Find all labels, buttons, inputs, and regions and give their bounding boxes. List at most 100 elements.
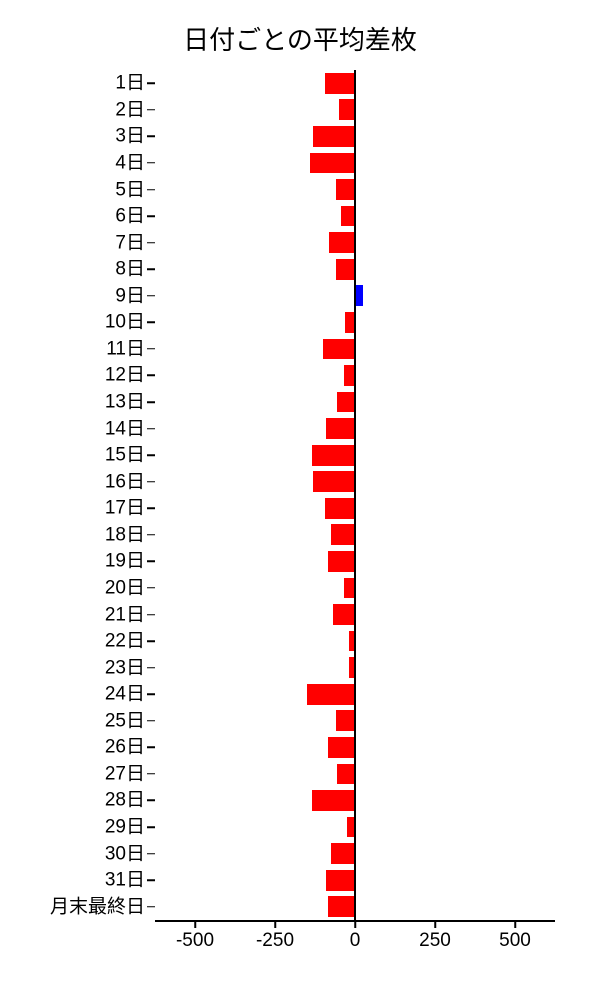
y-axis-tick [147, 826, 155, 828]
y-axis-label: 23日 [105, 658, 145, 677]
y-axis-label: 12日 [105, 366, 145, 385]
bar-negative [341, 206, 355, 227]
y-axis-tick [147, 242, 155, 244]
bar-negative [331, 524, 355, 545]
y-axis-label: 30日 [105, 844, 145, 863]
y-axis-label: 9日 [115, 286, 145, 305]
y-axis-label: 24日 [105, 685, 145, 704]
bar-negative [326, 418, 355, 439]
y-axis-tick [147, 800, 155, 802]
y-axis-label: 27日 [105, 764, 145, 783]
y-axis-label: 13日 [105, 393, 145, 412]
bar-negative [328, 551, 355, 572]
y-axis-label: 11日 [106, 339, 145, 358]
y-axis-label: 31日 [105, 871, 145, 890]
y-axis-label: 18日 [105, 525, 145, 544]
y-axis-tick [147, 162, 155, 164]
y-axis-tick [147, 348, 155, 350]
y-axis-label: 4日 [115, 153, 145, 172]
bar-negative [323, 339, 355, 360]
y-axis-label: 1日 [115, 74, 145, 93]
x-axis-label: 250 [419, 930, 451, 952]
bar-negative [336, 179, 355, 200]
y-axis-tick [147, 667, 155, 669]
y-axis-tick [147, 773, 155, 775]
x-axis-tick [194, 920, 196, 928]
y-axis-tick [147, 268, 155, 270]
y-axis-label: 21日 [105, 605, 145, 624]
y-axis-labels: 1日 2日 3日 4日 5日 6日 7日 8日 9日 10日 11日 12日 13日 14日 15日 16日 1… [0, 70, 145, 920]
bar-positive [355, 285, 363, 306]
bar-negative [328, 896, 355, 917]
y-axis-label: 6日 [115, 207, 145, 226]
chart-title: 日付ごとの平均差枚 [0, 0, 600, 67]
bar-negative [325, 498, 355, 519]
y-axis-tick [147, 693, 155, 695]
bar-negative [313, 471, 355, 492]
y-axis-label: 25日 [105, 711, 145, 730]
y-axis-tick [147, 561, 155, 563]
y-axis-tick [147, 508, 155, 510]
bar-negative [325, 73, 355, 94]
y-axis-label: 10日 [105, 313, 145, 332]
y-axis-tick [147, 295, 155, 297]
bar-negative [331, 843, 355, 864]
y-axis-label: 28日 [105, 791, 145, 810]
bar-negative [336, 710, 355, 731]
y-axis-label: 月末最終日 [50, 897, 145, 916]
plot-area [155, 70, 555, 920]
bar-negative [313, 126, 355, 147]
y-axis-tick [147, 906, 155, 908]
y-axis-label: 16日 [105, 472, 145, 491]
x-axis-tick [354, 920, 356, 928]
y-axis-tick [147, 853, 155, 855]
y-axis-tick [147, 109, 155, 111]
y-axis-label: 2日 [115, 100, 145, 119]
bar-negative [336, 259, 355, 280]
x-axis-label: -500 [176, 930, 214, 952]
y-axis-tick [147, 401, 155, 403]
bar-negative [307, 684, 355, 705]
y-axis-label: 5日 [115, 180, 145, 199]
y-axis-tick [147, 587, 155, 589]
zero-axis-line [354, 70, 356, 920]
bar-negative [312, 445, 355, 466]
bar-negative [337, 392, 355, 413]
y-axis-tick [147, 83, 155, 85]
bar-negative [312, 790, 355, 811]
y-axis-label: 19日 [105, 552, 145, 571]
bar-negative [329, 232, 355, 253]
y-axis-label: 14日 [105, 419, 145, 438]
y-axis-tick [147, 189, 155, 191]
y-axis-tick [147, 534, 155, 536]
y-axis-label: 17日 [105, 499, 145, 518]
y-axis-label: 3日 [115, 127, 145, 146]
bar-negative [333, 604, 355, 625]
x-axis-label: -250 [256, 930, 294, 952]
y-axis-tick [147, 454, 155, 456]
y-axis-label: 15日 [105, 446, 145, 465]
y-axis-tick [147, 136, 155, 138]
y-axis-tick [147, 481, 155, 483]
bar-negative [310, 153, 355, 174]
y-axis-tick [147, 322, 155, 324]
bar-negative [337, 764, 355, 785]
x-axis-tick [274, 920, 276, 928]
y-axis-tick [147, 428, 155, 430]
y-axis-tick [147, 375, 155, 377]
chart-container: 日付ごとの平均差枚 1日 2日 3日 4日 5日 6日 7日 8日 9日 10日 11日 12日 13日… [0, 0, 600, 1000]
y-axis-label: 8日 [115, 260, 145, 279]
x-axis-tick [514, 920, 516, 928]
y-axis-tick [147, 614, 155, 616]
y-axis-label: 22日 [105, 632, 145, 651]
y-axis-label: 20日 [105, 578, 145, 597]
y-axis-tick [147, 640, 155, 642]
y-axis-label: 7日 [115, 233, 145, 252]
y-axis-tick [147, 215, 155, 217]
y-axis-tick [147, 747, 155, 749]
x-axis-label: 0 [350, 930, 361, 952]
bar-negative [339, 99, 355, 120]
y-axis-label: 26日 [105, 738, 145, 757]
y-axis-tick [147, 879, 155, 881]
x-axis-tick [434, 920, 436, 928]
